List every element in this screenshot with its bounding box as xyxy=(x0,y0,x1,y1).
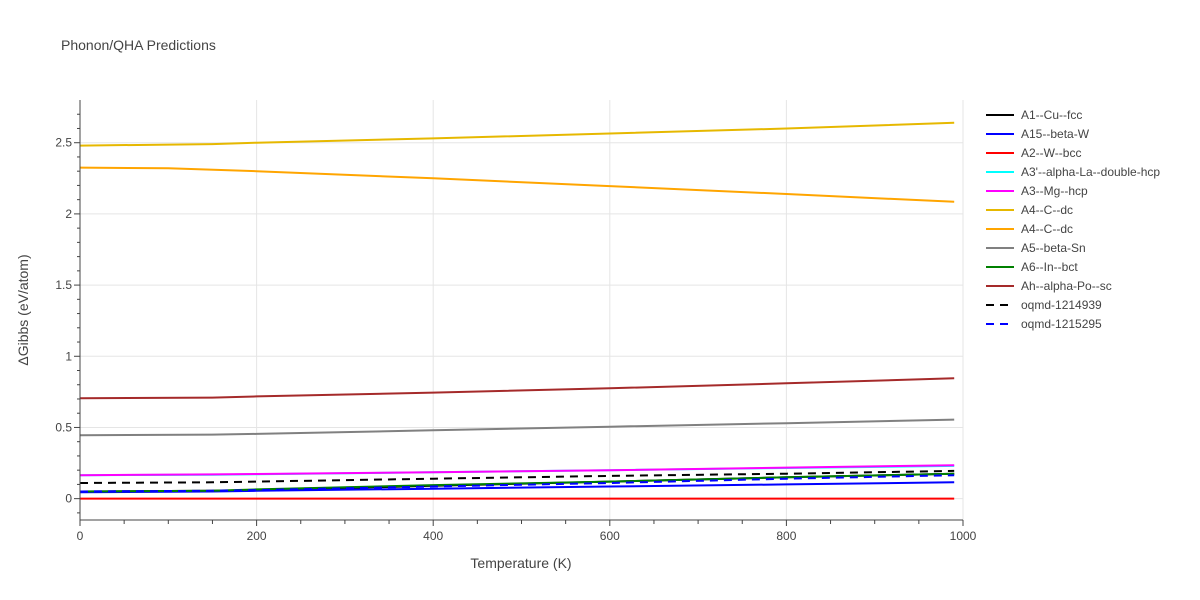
y-tick-label: 2.5 xyxy=(55,136,72,150)
legend-label: A3'--alpha-La--double-hcp xyxy=(1021,165,1160,179)
x-tick-label: 400 xyxy=(423,529,443,543)
y-tick-label: 1.5 xyxy=(55,278,72,292)
legend-label: A1--Cu--fcc xyxy=(1021,108,1082,122)
series-line-5 xyxy=(79,464,955,477)
series-layer xyxy=(79,121,955,500)
axes: 0 200 400 600 800 1000 0 0.5 1 1.5 2 2.5 xyxy=(55,100,977,543)
y-tick-label: 2 xyxy=(65,207,72,221)
legend-label: A6--In--bct xyxy=(1021,260,1078,274)
x-tick-label: 200 xyxy=(247,529,267,543)
legend-label: A5--beta-Sn xyxy=(1021,241,1086,255)
legend-label: oqmd-1215295 xyxy=(1021,317,1102,331)
legend-label: A15--beta-W xyxy=(1021,127,1090,141)
series-line-7 xyxy=(79,166,955,203)
series-line-8 xyxy=(79,418,955,437)
series-line-6 xyxy=(79,121,955,147)
y-tick-label: 0.5 xyxy=(55,420,72,434)
legend-label: A4--C--dc xyxy=(1021,222,1073,236)
y-tick-label: 0 xyxy=(65,492,72,506)
gridlines xyxy=(80,100,964,520)
series-line-11 xyxy=(79,469,955,484)
x-axis-title: Temperature (K) xyxy=(470,555,571,571)
x-tick-label: 800 xyxy=(776,529,796,543)
legend-label: oqmd-1214939 xyxy=(1021,298,1102,312)
legend-label: A3--Mg--hcp xyxy=(1021,184,1088,198)
x-tick-label: 0 xyxy=(77,529,84,543)
chart-title: Phonon/QHA Predictions xyxy=(61,37,216,53)
legend: A1--Cu--fcc A15--beta-W A2--W--bcc A3'--alp… xyxy=(986,108,1160,331)
x-tick-label: 1000 xyxy=(950,529,977,543)
x-tick-label: 600 xyxy=(600,529,620,543)
legend-label: A2--W--bcc xyxy=(1021,146,1081,160)
series-line-12 xyxy=(79,474,955,493)
legend-label: A4--C--dc xyxy=(1021,203,1073,217)
y-axis-title: ΔGibbs (eV/atom) xyxy=(15,254,31,365)
y-tick-label: 1 xyxy=(65,349,72,363)
legend-label: Ah--alpha-Po--sc xyxy=(1021,279,1112,293)
series-line-10 xyxy=(79,377,955,400)
